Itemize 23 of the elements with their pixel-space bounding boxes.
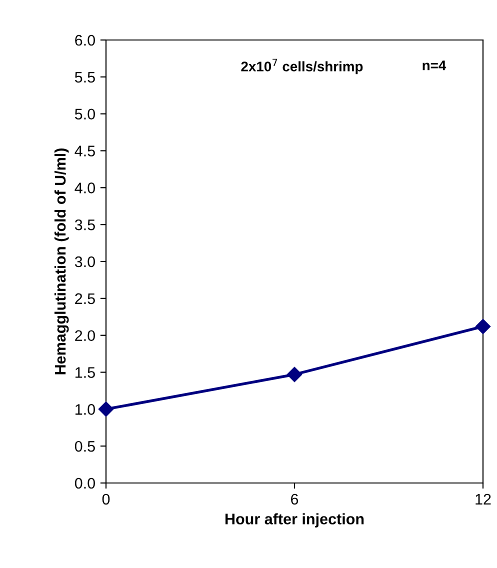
y-tick-label: 2.0 <box>75 330 95 342</box>
x-tick-label: 0 <box>102 494 110 505</box>
point <box>286 366 302 382</box>
point <box>98 402 114 417</box>
y-tick-label: 1.0 <box>76 404 95 415</box>
x-tick-label: 12 <box>476 494 491 504</box>
y-tick-label: 3.5 <box>74 219 95 230</box>
annotation: 2x10$^{7}$ cells/shrimp <box>241 58 363 74</box>
y-tick-label: 0.5 <box>74 440 95 452</box>
annotation: n=4 <box>422 60 446 70</box>
y-tick-label: 4.0 <box>74 182 95 194</box>
x-tick-label: 6 <box>291 494 298 505</box>
point <box>475 318 491 334</box>
x-axis-title: Hour after injection <box>225 513 364 528</box>
y-tick-label: 0.0 <box>74 478 95 489</box>
y-tick-label: 5.5 <box>74 72 95 83</box>
y-tick-label: 4.5 <box>74 146 95 156</box>
y-tick-label: 3.0 <box>74 256 95 268</box>
y-tick-label: 2.5 <box>75 293 95 304</box>
y-tick-label: 1.5 <box>76 367 95 378</box>
y-axis-title: Hemagglutination (fold of U/ml) <box>54 148 69 374</box>
y-tick-label: 6.0 <box>75 34 95 46</box>
y-tick-label: 5.0 <box>74 108 95 120</box>
